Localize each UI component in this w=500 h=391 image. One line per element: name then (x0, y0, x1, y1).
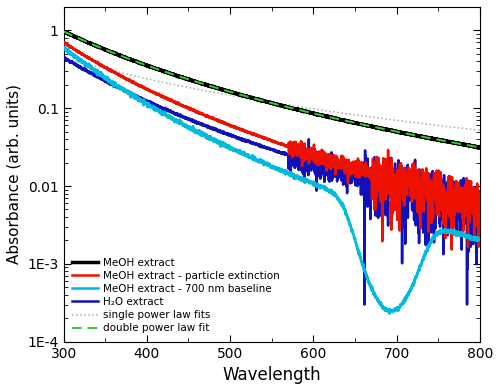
Legend: MeOH extract, MeOH extract - particle extinction, MeOH extract - 700 nm baseline: MeOH extract, MeOH extract - particle ex… (69, 255, 283, 336)
X-axis label: Wavelength: Wavelength (222, 366, 321, 384)
Y-axis label: Absorbance (arb. units): Absorbance (arb. units) (7, 84, 22, 264)
